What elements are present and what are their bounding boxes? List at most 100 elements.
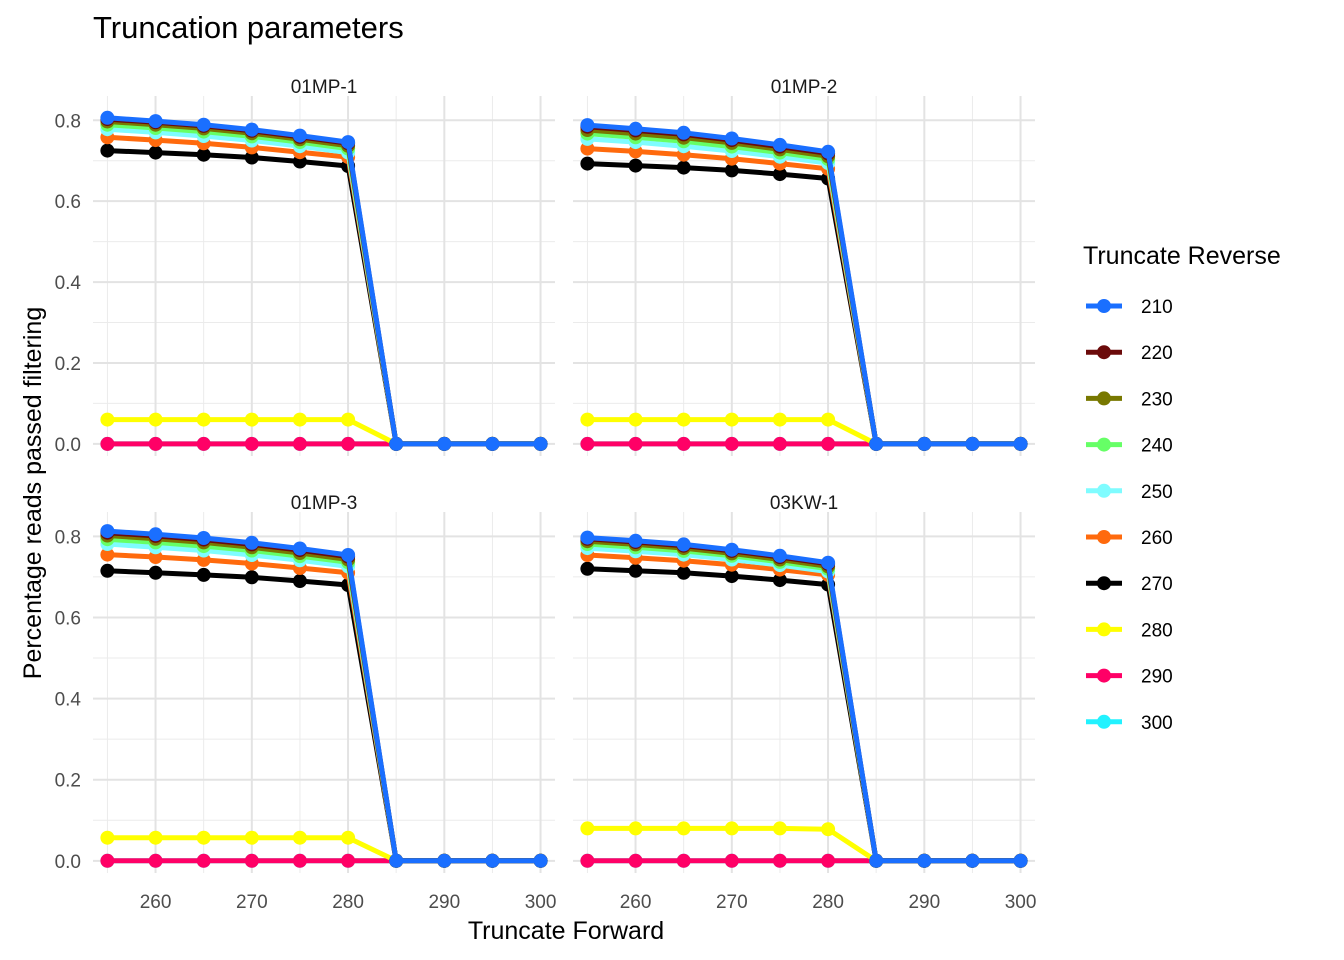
- data-point-260: [148, 550, 163, 564]
- y-tick-label: 0.6: [55, 608, 81, 629]
- data-point-210: [100, 110, 115, 125]
- facet-panel: 01MP-3 0.0 0.2 0.4 0.6 0.8 260 270 280 290 300: [55, 493, 557, 913]
- x-tick-label: 290: [908, 892, 940, 913]
- data-point-260: [580, 141, 595, 156]
- facet-panel: 01MP-1 0.0 0.2 0.4 0.6 0.8: [55, 77, 555, 456]
- legend-key-point: [1097, 483, 1111, 498]
- legend: 210 220 230 240 250 260 270 280 290 300: [1086, 297, 1173, 734]
- legend-key-point: [1097, 530, 1111, 544]
- data-point-210: [533, 436, 548, 451]
- series-line-260: [587, 552, 1021, 864]
- data-point-270: [100, 143, 115, 158]
- data-point-290: [724, 436, 739, 451]
- data-point-280: [580, 821, 595, 836]
- data-point-210: [724, 131, 739, 146]
- data-point-270: [676, 565, 691, 580]
- data-point-290: [772, 853, 787, 868]
- data-point-210: [148, 114, 163, 129]
- data-point-280: [341, 830, 356, 845]
- legend-label: 240: [1141, 436, 1173, 457]
- data-point-290: [341, 853, 356, 868]
- y-tick-label: 0.8: [55, 527, 81, 548]
- data-point-280: [341, 412, 356, 427]
- series-line-240: [107, 536, 541, 864]
- legend-item-300: 300: [1086, 713, 1173, 734]
- series-line-260: [587, 146, 1021, 447]
- series-line-270: [587, 566, 1021, 864]
- data-point-210: [628, 121, 643, 136]
- series-line-240: [587, 131, 1021, 447]
- data-point-210: [580, 118, 595, 133]
- data-point-280: [196, 830, 211, 845]
- legend-key-point: [1097, 622, 1111, 637]
- data-point-210: [628, 533, 643, 548]
- legend-key-point: [1097, 299, 1111, 313]
- data-point-210: [437, 436, 452, 451]
- facet-strip-label: 03KW-1: [770, 493, 838, 514]
- data-point-290: [100, 853, 115, 868]
- data-point-280: [724, 412, 739, 427]
- data-point-210: [244, 535, 259, 550]
- legend-key-point: [1097, 391, 1111, 406]
- legend-label: 210: [1141, 297, 1173, 318]
- data-point-210: [869, 436, 884, 451]
- data-point-210: [533, 853, 548, 868]
- x-tick-label: 300: [1005, 892, 1037, 913]
- legend-item-270: 270: [1086, 574, 1173, 595]
- series-line-250: [107, 541, 541, 864]
- data-point-210: [676, 537, 691, 552]
- facet-strip-label: 01MP-2: [771, 77, 838, 98]
- facet-panels: 01MP-10.00.20.40.60.801MP-201MP-30.00.20…: [55, 77, 1037, 913]
- data-point-270: [724, 569, 739, 584]
- data-point-270: [772, 167, 787, 182]
- data-point-270: [244, 150, 259, 165]
- legend-label: 290: [1141, 667, 1173, 688]
- data-point-280: [100, 830, 115, 845]
- data-point-270: [628, 563, 643, 578]
- legend-key-point: [1097, 576, 1111, 591]
- data-point-290: [772, 436, 787, 451]
- data-point-290: [580, 853, 595, 868]
- data-point-280: [821, 412, 836, 427]
- data-point-260: [100, 547, 115, 562]
- data-point-280: [676, 821, 691, 836]
- facet-panel: 03KW-1 260 270 280 290 300: [573, 493, 1036, 913]
- series-line-260: [107, 552, 541, 864]
- data-point-210: [917, 436, 932, 451]
- data-point-280: [100, 412, 115, 427]
- series-line-270: [107, 568, 541, 864]
- y-tick-label: 0.2: [55, 354, 81, 375]
- data-point-210: [580, 530, 595, 545]
- data-point-290: [676, 853, 691, 868]
- series-line-280: [107, 417, 541, 447]
- data-point-280: [772, 412, 787, 427]
- data-point-210: [772, 548, 787, 563]
- data-point-210: [196, 531, 211, 545]
- data-point-270: [292, 574, 307, 588]
- data-point-290: [148, 853, 163, 868]
- data-point-290: [292, 853, 307, 868]
- data-point-270: [148, 145, 163, 160]
- data-point-290: [676, 436, 691, 451]
- legend-key-point: [1097, 668, 1111, 683]
- y-axis-label: Percentage reads passed filtering: [19, 307, 47, 679]
- x-tick-label: 280: [332, 892, 364, 913]
- legend-item-240: 240: [1086, 436, 1173, 457]
- data-point-210: [437, 853, 452, 868]
- x-tick-label: 270: [236, 892, 268, 913]
- series-line-210: [107, 528, 541, 864]
- legend-label: 270: [1141, 574, 1173, 595]
- legend-item-280: 280: [1086, 620, 1173, 641]
- facet-strip-label: 01MP-1: [291, 77, 358, 98]
- data-point-270: [628, 158, 643, 173]
- data-point-290: [196, 853, 211, 868]
- series-line-230: [587, 538, 1021, 864]
- data-point-210: [292, 541, 307, 556]
- data-point-290: [821, 436, 836, 451]
- data-point-280: [292, 412, 307, 427]
- data-point-290: [724, 853, 739, 868]
- data-point-210: [869, 853, 884, 868]
- legend-item-230: 230: [1086, 389, 1173, 410]
- legend-label: 220: [1141, 343, 1173, 364]
- data-point-290: [196, 436, 211, 451]
